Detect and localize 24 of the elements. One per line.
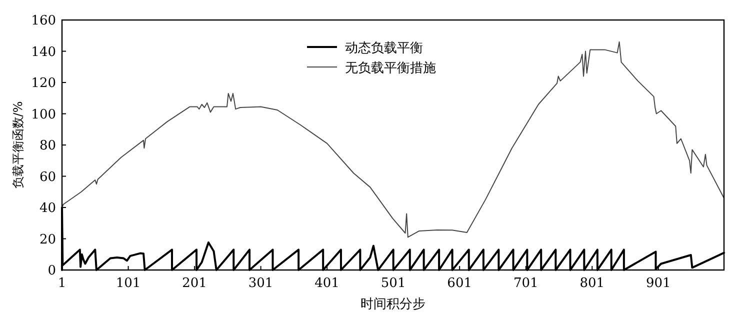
x-tick-label: 901 xyxy=(646,276,671,291)
legend-label: 动态负载平衡 xyxy=(345,41,423,56)
y-tick-label: 100 xyxy=(31,107,56,122)
y-tick-label: 40 xyxy=(39,201,56,216)
x-tick-label: 701 xyxy=(513,276,538,291)
x-tick-label: 301 xyxy=(248,276,274,291)
x-tick-label: 1 xyxy=(58,276,66,291)
y-tick-label: 160 xyxy=(31,14,56,28)
x-axis-title: 时间积分步 xyxy=(360,297,426,312)
x-tick-label: 401 xyxy=(314,276,340,291)
y-tick-label: 60 xyxy=(39,170,56,185)
x-tick-label: 101 xyxy=(116,276,141,291)
y-tick-label: 120 xyxy=(31,76,56,91)
y-tick-label: 80 xyxy=(39,138,56,154)
x-tick-label: 501 xyxy=(380,276,406,291)
x-tick-label: 801 xyxy=(580,276,605,291)
y-axis-title: 负载平衡函数/% xyxy=(11,101,25,189)
y-tick-label: 0 xyxy=(48,264,56,278)
y-tick-label: 20 xyxy=(39,232,56,248)
y-tick-label: 140 xyxy=(31,44,56,60)
legend-label: 无负载平衡措施 xyxy=(345,61,436,76)
x-tick-label: 201 xyxy=(182,276,207,291)
x-tick-label: 601 xyxy=(447,276,472,291)
line-series xyxy=(62,41,724,238)
